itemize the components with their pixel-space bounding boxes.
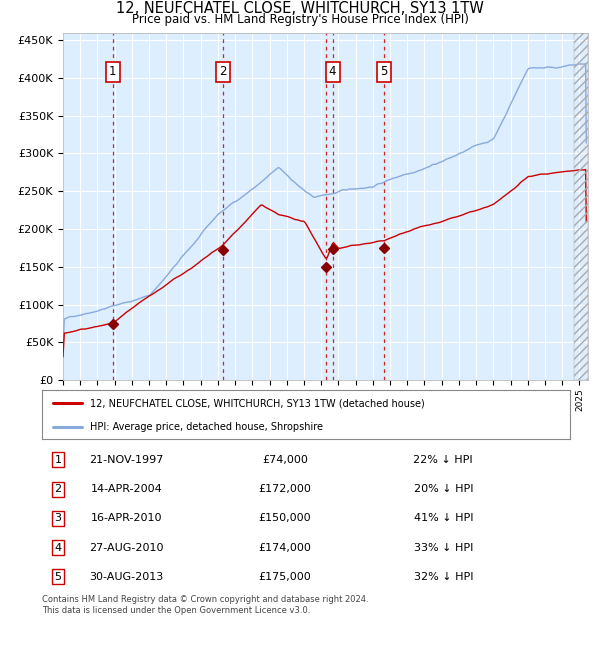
Text: 1: 1	[109, 65, 116, 78]
Text: 32% ↓ HPI: 32% ↓ HPI	[413, 572, 473, 582]
Text: 16-APR-2010: 16-APR-2010	[91, 514, 162, 523]
Text: 22% ↓ HPI: 22% ↓ HPI	[413, 455, 473, 465]
Text: HPI: Average price, detached house, Shropshire: HPI: Average price, detached house, Shro…	[89, 422, 323, 432]
Text: £175,000: £175,000	[259, 572, 311, 582]
Text: 30-AUG-2013: 30-AUG-2013	[89, 572, 164, 582]
Text: £172,000: £172,000	[259, 484, 311, 494]
Text: £74,000: £74,000	[262, 455, 308, 465]
Text: £174,000: £174,000	[259, 543, 311, 552]
Text: 4: 4	[329, 65, 337, 78]
Text: £150,000: £150,000	[259, 514, 311, 523]
Text: 12, NEUFCHATEL CLOSE, WHITCHURCH, SY13 1TW (detached house): 12, NEUFCHATEL CLOSE, WHITCHURCH, SY13 1…	[89, 398, 424, 408]
Text: 5: 5	[380, 65, 388, 78]
Text: 12, NEUFCHATEL CLOSE, WHITCHURCH, SY13 1TW: 12, NEUFCHATEL CLOSE, WHITCHURCH, SY13 1…	[116, 1, 484, 16]
Text: 33% ↓ HPI: 33% ↓ HPI	[413, 543, 473, 552]
Text: 4: 4	[54, 543, 61, 552]
Text: 5: 5	[55, 572, 61, 582]
Text: 14-APR-2004: 14-APR-2004	[91, 484, 163, 494]
Text: 1: 1	[55, 455, 61, 465]
Text: 21-NOV-1997: 21-NOV-1997	[89, 455, 164, 465]
Text: This data is licensed under the Open Government Licence v3.0.: This data is licensed under the Open Gov…	[42, 606, 310, 615]
Text: 3: 3	[55, 514, 61, 523]
Text: Price paid vs. HM Land Registry's House Price Index (HPI): Price paid vs. HM Land Registry's House …	[131, 13, 469, 26]
Text: 41% ↓ HPI: 41% ↓ HPI	[413, 514, 473, 523]
Text: 2: 2	[219, 65, 227, 78]
Text: 2: 2	[54, 484, 61, 494]
Text: 27-AUG-2010: 27-AUG-2010	[89, 543, 164, 552]
Text: 20% ↓ HPI: 20% ↓ HPI	[413, 484, 473, 494]
Text: Contains HM Land Registry data © Crown copyright and database right 2024.: Contains HM Land Registry data © Crown c…	[42, 595, 368, 604]
